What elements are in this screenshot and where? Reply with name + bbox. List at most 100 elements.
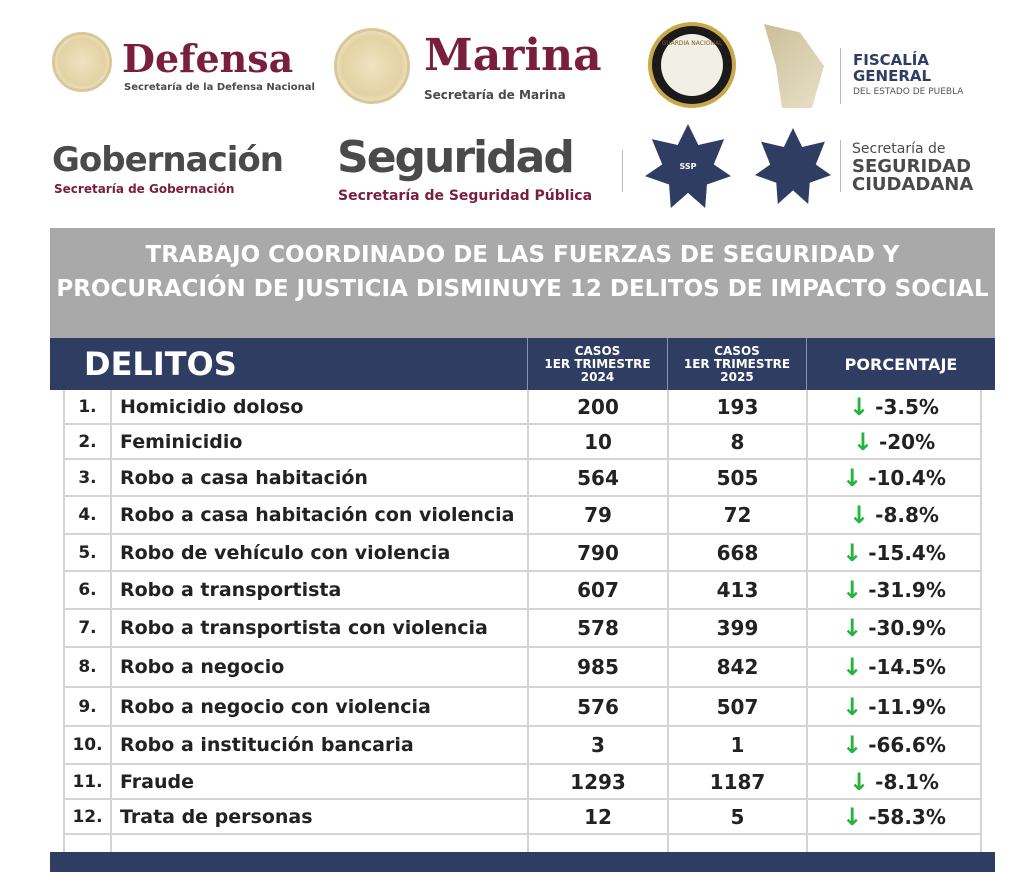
cases-2024: 200 (527, 390, 667, 423)
row-number: 2. (63, 425, 110, 458)
table-row: 2. Feminicidio 10 8 ↓ -20% (63, 425, 982, 460)
cases-2025: 5 (667, 800, 806, 833)
seguridad-ciudadana-logo-text: Secretaría de SEGURIDAD CIUDADANA (852, 141, 974, 195)
arrow-down-icon: ↓ (842, 576, 863, 604)
crime-name: Robo a casa habitación (110, 460, 527, 495)
row-number: 7. (63, 610, 110, 646)
row-number: 12. (63, 800, 110, 833)
header-casos-2025: CASOS 1ER TRIMESTRE 2025 (667, 338, 806, 390)
cases-2025: 1187 (667, 765, 806, 798)
percentage-cell: ↓ -15.4% (806, 535, 982, 570)
arrow-down-icon: ↓ (842, 538, 863, 567)
police-badge-logo (755, 128, 831, 204)
arrow-down-icon: ↓ (842, 731, 863, 759)
percentage-cell: ↓ -8.1% (806, 765, 982, 798)
table-row: 7. Robo a transportista con violencia 57… (63, 610, 982, 648)
percentage-value: -15.4% (868, 540, 946, 565)
arrow-down-icon: ↓ (852, 427, 873, 456)
fiscalia-logo-text: FISCALÍA GENERAL DEL ESTADO DE PUEBLA (853, 51, 964, 97)
seguridad-logo-subtitle: Secretaría de Seguridad Pública (338, 188, 593, 204)
header-porcentaje: PORCENTAJE (806, 338, 995, 390)
crime-name: Robo a transportista con violencia (110, 610, 527, 646)
percentage-value: -30.9% (868, 616, 946, 640)
cases-2024: 985 (527, 648, 667, 686)
table-row: 1. Homicidio doloso 200 193 ↓ -3.5% (63, 390, 982, 425)
defensa-logo-subtitle: Secretaría de la Defensa Nacional (124, 82, 315, 93)
cases-2025: 413 (667, 572, 806, 608)
percentage-cell: ↓ -14.5% (806, 648, 982, 686)
cases-2024: 790 (527, 535, 667, 570)
cases-2025: 1 (667, 727, 806, 763)
row-number: 10. (63, 727, 110, 763)
table-empty-row (63, 835, 982, 852)
table-header: DELITOS CASOS 1ER TRIMESTRE 2024 CASOS 1ER … (50, 338, 995, 390)
cases-2025: 505 (667, 460, 806, 495)
percentage-cell: ↓ -10.4% (806, 460, 982, 495)
header-casos-2024: CASOS 1ER TRIMESTRE 2024 (527, 338, 667, 390)
table-row: 10. Robo a institución bancaria 3 1 ↓ -66… (63, 727, 982, 765)
crime-name: Homicidio doloso (110, 390, 527, 423)
crime-name: Robo a transportista (110, 572, 527, 608)
row-number: 9. (63, 688, 110, 725)
percentage-cell: ↓ -58.3% (806, 800, 982, 833)
row-number: 1. (63, 390, 110, 423)
percentage-value: -10.4% (868, 465, 946, 490)
banner-title: TRABAJO COORDINADO DE LAS FUERZAS DE SEG… (50, 228, 995, 338)
arrow-down-icon: ↓ (849, 501, 870, 529)
cases-2024: 3 (527, 727, 667, 763)
row-number: 4. (63, 497, 110, 533)
divider (840, 140, 841, 192)
percentage-value: -11.9% (868, 694, 946, 719)
fiscalia-profile-logo (764, 24, 824, 108)
cases-2025: 507 (667, 688, 806, 725)
table-row: 3. Robo a casa habitación 564 505 ↓ -10.4… (63, 460, 982, 497)
cases-2025: 399 (667, 610, 806, 646)
cases-2024: 1293 (527, 765, 667, 798)
crime-name: Robo de vehículo con violencia (110, 535, 527, 570)
percentage-value: -8.1% (875, 769, 939, 794)
percentage-cell: ↓ -11.9% (806, 688, 982, 725)
row-number: 11. (63, 765, 110, 798)
cases-2025: 8 (667, 425, 806, 458)
percentage-value: -31.9% (868, 578, 946, 602)
table-row: 6. Robo a transportista 607 413 ↓ -31.9% (63, 572, 982, 610)
crime-name: Robo a institución bancaria (110, 727, 527, 763)
row-number: 8. (63, 648, 110, 686)
table-row: 4. Robo a casa habitación con violencia … (63, 497, 982, 535)
percentage-value: -66.6% (868, 733, 946, 757)
arrow-down-icon: ↓ (849, 767, 870, 796)
percentage-value: -20% (878, 429, 936, 454)
marina-logo-subtitle: Secretaría de Marina (424, 88, 566, 102)
crime-name: Robo a casa habitación con violencia (110, 497, 527, 533)
table-footer-bar (50, 852, 995, 872)
table-row: 5. Robo de vehículo con violencia 790 66… (63, 535, 982, 572)
crime-name: Robo a negocio con violencia (110, 688, 527, 725)
cases-2024: 10 (527, 425, 667, 458)
arrow-down-icon: ↓ (842, 653, 863, 681)
percentage-cell: ↓ -20% (806, 425, 982, 458)
cases-2024: 79 (527, 497, 667, 533)
cases-2025: 193 (667, 390, 806, 423)
arrow-down-icon: ↓ (842, 614, 863, 642)
gobernacion-logo-subtitle: Secretaría de Gobernación (54, 182, 235, 196)
gobernacion-logo-title: Gobernación (52, 140, 284, 180)
cases-2025: 72 (667, 497, 806, 533)
divider (622, 150, 623, 192)
header-delitos: DELITOS (84, 345, 237, 383)
seguridad-logo-title: Seguridad (337, 132, 575, 183)
mexico-seal-logo (52, 32, 112, 92)
marina-logo-title: Marina (424, 30, 602, 81)
cases-2024: 564 (527, 460, 667, 495)
arrow-down-icon: ↓ (842, 802, 863, 831)
divider (840, 48, 841, 104)
percentage-cell: ↓ -66.6% (806, 727, 982, 763)
crime-name: Feminicidio (110, 425, 527, 458)
crime-name: Fraude (110, 765, 527, 798)
row-number: 5. (63, 535, 110, 570)
mexico-seal-logo (334, 28, 410, 104)
crime-name: Trata de personas (110, 800, 527, 833)
row-number: 3. (63, 460, 110, 495)
defensa-logo-title: Defensa (122, 36, 294, 81)
percentage-value: -8.8% (875, 503, 939, 527)
crime-name: Robo a negocio (110, 648, 527, 686)
